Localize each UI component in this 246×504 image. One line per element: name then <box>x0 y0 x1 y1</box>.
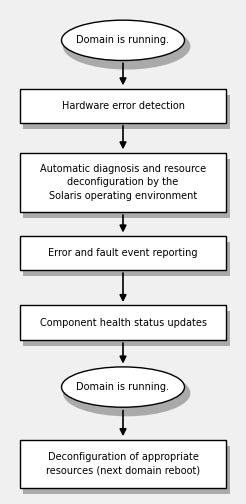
Ellipse shape <box>63 23 190 70</box>
Bar <box>20 89 226 123</box>
Bar <box>23 242 230 276</box>
Bar <box>23 159 230 218</box>
Text: Hardware error detection: Hardware error detection <box>62 101 184 111</box>
Bar <box>20 439 226 488</box>
Ellipse shape <box>63 370 190 416</box>
Text: Automatic diagnosis and resource
deconfiguration by the
Solaris operating enviro: Automatic diagnosis and resource deconfi… <box>40 164 206 201</box>
Bar <box>23 95 230 129</box>
Text: Error and fault event reporting: Error and fault event reporting <box>48 248 198 258</box>
Bar <box>20 236 226 270</box>
Text: Domain is running.: Domain is running. <box>77 35 169 45</box>
Ellipse shape <box>62 20 184 60</box>
Text: Component health status updates: Component health status updates <box>40 318 206 328</box>
Text: Deconfiguration of appropriate
resources (next domain reboot): Deconfiguration of appropriate resources… <box>46 452 200 475</box>
Ellipse shape <box>62 367 184 407</box>
Bar <box>23 446 230 494</box>
Text: Domain is running.: Domain is running. <box>77 382 169 392</box>
Bar <box>23 311 230 346</box>
Bar <box>20 153 226 212</box>
Bar <box>20 305 226 340</box>
